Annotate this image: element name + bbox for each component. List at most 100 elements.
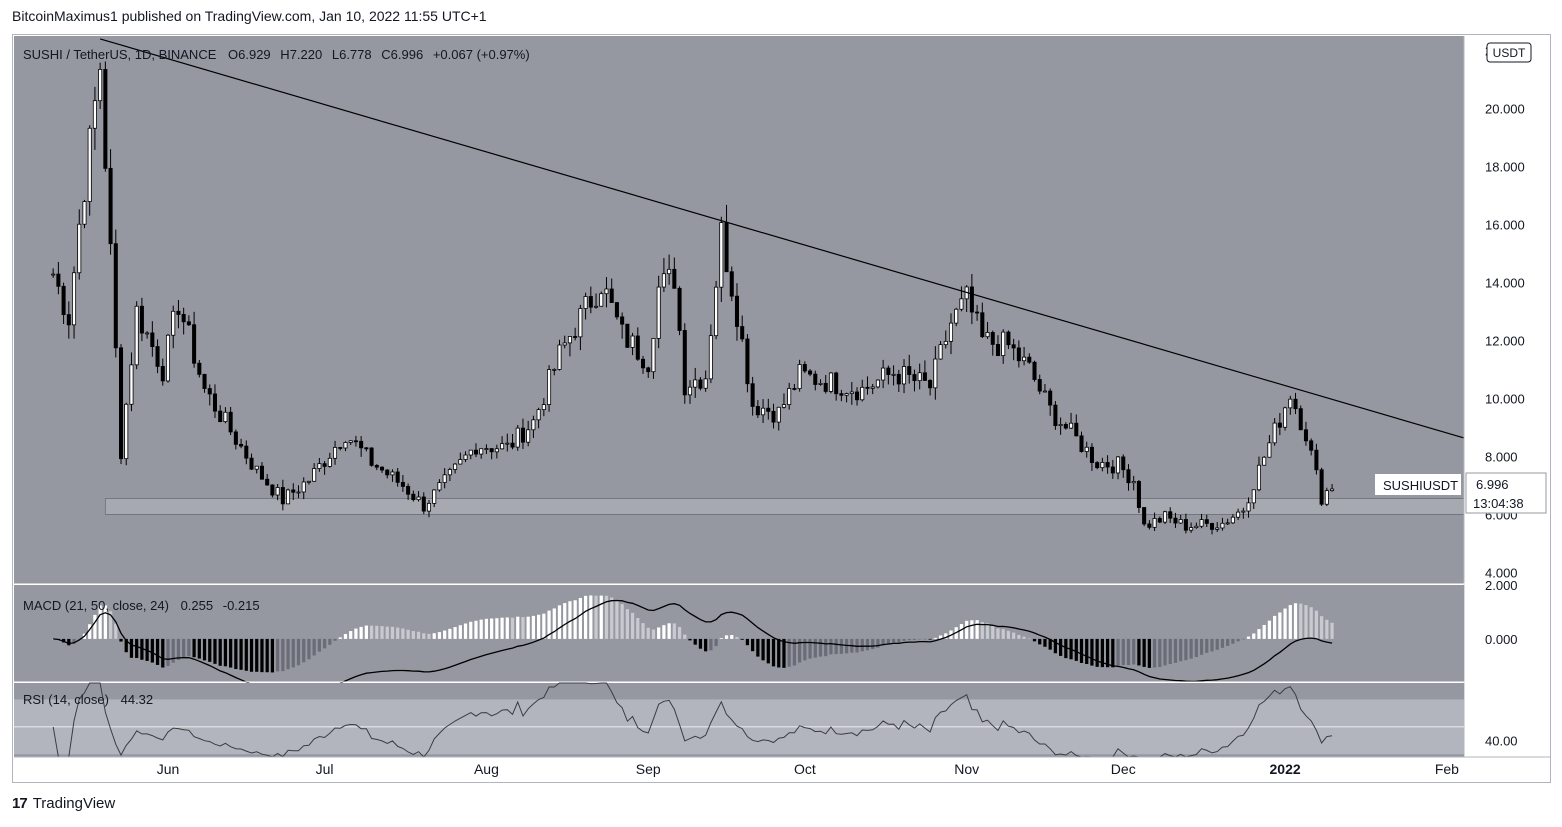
- current-price-label: SUSHIUSDT 6.996 13:04:38: [1375, 472, 1547, 514]
- candle-body: [1183, 519, 1188, 531]
- candle-body: [547, 369, 552, 405]
- macd-histogram-bar: [599, 595, 603, 639]
- candle-body: [599, 293, 604, 307]
- candle-body: [1283, 407, 1288, 428]
- tradingview-footer[interactable]: 17 TradingView: [12, 795, 115, 812]
- candle-body: [995, 344, 1000, 357]
- time-tick-label: Jul: [316, 761, 334, 777]
- candle-body: [150, 332, 155, 347]
- candle-body: [51, 273, 56, 276]
- macd-histogram-bar: [709, 638, 713, 651]
- macd-histogram-bar: [218, 638, 222, 666]
- candle-body: [145, 332, 150, 335]
- candle-body: [447, 469, 452, 476]
- candle-body: [1324, 490, 1329, 505]
- candle-body: [1058, 424, 1063, 427]
- candle-body: [421, 496, 426, 512]
- candle-body: [322, 463, 327, 467]
- candle-body: [426, 502, 432, 512]
- candle-body: [202, 373, 207, 389]
- candle-body: [646, 367, 651, 373]
- macd-histogram-bar: [427, 633, 431, 639]
- macd-histogram-bar: [312, 638, 316, 656]
- macd-histogram-bar: [756, 638, 760, 657]
- candle-body: [249, 457, 254, 470]
- candle-body: [661, 273, 666, 288]
- macd-histogram-bar: [798, 638, 802, 663]
- candle-body: [108, 167, 113, 245]
- macd-histogram-bar: [276, 638, 280, 672]
- macd-histogram-bar: [871, 638, 875, 650]
- candle-body: [1105, 462, 1110, 468]
- candle-body: [792, 388, 797, 390]
- candle-body: [667, 268, 672, 275]
- candle-body: [77, 223, 82, 274]
- candle-body: [729, 271, 734, 297]
- time-tick-label: Jun: [157, 761, 180, 777]
- price-tick-label: 18.000: [1485, 159, 1525, 174]
- macd-histogram-bar: [1194, 638, 1198, 658]
- candle-body: [338, 447, 343, 449]
- candle-body: [651, 338, 656, 373]
- macd-tick-label: 2.000: [1485, 578, 1518, 593]
- macd-histogram-bar: [970, 620, 974, 639]
- candle-body: [865, 386, 870, 389]
- macd-histogram-bar: [557, 605, 562, 639]
- macd-histogram-bar: [396, 627, 400, 639]
- candle-body: [119, 347, 124, 460]
- time-tick-label: 2022: [1270, 761, 1301, 777]
- chart-canvas[interactable]: SUSHI / TetherUS, 1D, BINANCE O6.929 H7.…: [13, 35, 1550, 782]
- macd-histogram-bar: [547, 610, 551, 639]
- macd-histogram-bar: [542, 613, 546, 639]
- candle-body: [223, 411, 228, 423]
- macd-histogram-bar: [771, 638, 776, 667]
- macd-histogram-bar: [630, 612, 635, 639]
- candle-body: [1173, 517, 1178, 524]
- macd-histogram-bar: [401, 628, 405, 639]
- candle-body: [72, 272, 77, 326]
- macd-histogram-bar: [474, 620, 478, 639]
- macd-histogram-bar: [1121, 638, 1125, 666]
- candle-body: [1069, 422, 1074, 429]
- macd-histogram-bar: [328, 638, 332, 645]
- candle-body: [734, 295, 739, 327]
- time-tick-label: Dec: [1111, 761, 1136, 777]
- candle-body: [1168, 511, 1173, 519]
- candle-body: [797, 364, 802, 390]
- candle-body: [82, 201, 87, 225]
- macd-histogram-bar: [333, 638, 337, 641]
- macd-histogram-bar: [662, 625, 666, 639]
- candle-body: [855, 391, 860, 401]
- currency-badge[interactable]: USDT: [1486, 42, 1532, 63]
- candle-body: [860, 386, 865, 401]
- candle-body: [1277, 422, 1282, 428]
- macd-histogram-bar: [1027, 638, 1031, 640]
- time-axis[interactable]: [14, 758, 1464, 782]
- macd-title: MACD (21, 50, close, 24): [23, 598, 169, 613]
- legend-close-label: C: [381, 47, 390, 62]
- macd-histogram-bar: [1252, 633, 1256, 639]
- candle-body: [614, 302, 619, 318]
- macd-histogram-bar: [552, 608, 556, 639]
- macd-histogram-bar: [51, 638, 55, 640]
- candle-body: [1152, 518, 1157, 528]
- candle-body: [239, 443, 244, 447]
- candle-body: [280, 487, 285, 505]
- candle-body: [92, 100, 97, 129]
- candle-body: [192, 324, 197, 364]
- macd-histogram-bar: [677, 626, 682, 639]
- macd-histogram-bar: [730, 635, 734, 639]
- candle-body: [1303, 429, 1308, 442]
- candle-body: [1309, 440, 1314, 451]
- candle-body: [369, 447, 374, 466]
- candle-body: [1163, 511, 1168, 523]
- macd-histogram-bar: [965, 620, 969, 639]
- price-label-value: 6.996: [1476, 477, 1509, 492]
- macd-histogram-bar: [1090, 638, 1094, 666]
- support-zone: [104, 498, 1469, 515]
- macd-histogram-bar: [385, 626, 389, 639]
- chart-frame[interactable]: SUSHI / TetherUS, 1D, BINANCE O6.929 H7.…: [12, 34, 1551, 783]
- macd-histogram-bar: [1283, 608, 1287, 639]
- macd-histogram-bar: [1085, 638, 1089, 665]
- macd-histogram-bar: [938, 635, 943, 639]
